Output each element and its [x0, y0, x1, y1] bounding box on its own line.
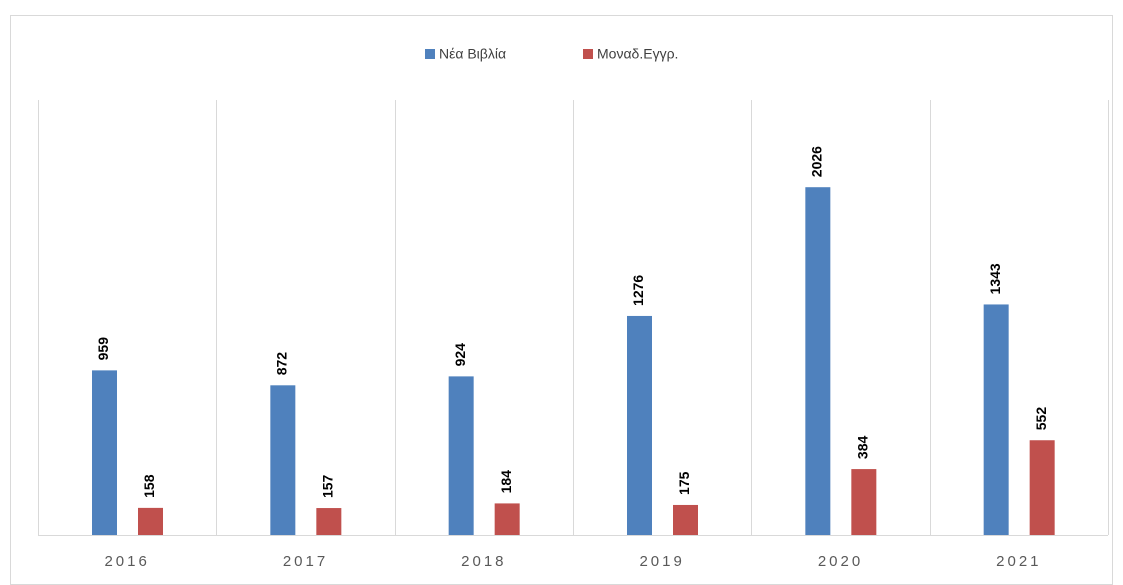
value-label: 184 — [498, 470, 514, 494]
legend-swatch — [425, 49, 435, 59]
bar — [138, 507, 163, 535]
bar — [316, 508, 342, 535]
x-tick-label: 2018 — [461, 553, 506, 570]
x-tick-label: 2021 — [996, 553, 1041, 570]
value-label: 924 — [452, 343, 468, 367]
value-label: 1343 — [987, 263, 1003, 294]
bar — [805, 187, 831, 535]
value-label: 872 — [274, 352, 290, 376]
bar — [92, 370, 117, 535]
value-label: 959 — [95, 337, 111, 361]
value-label: 157 — [320, 474, 336, 498]
x-tick-label: 2016 — [104, 553, 149, 570]
bar — [1029, 440, 1055, 535]
value-label: 158 — [141, 474, 157, 498]
bar — [494, 503, 520, 535]
bar — [851, 469, 877, 535]
x-tick-label: 2017 — [283, 553, 328, 570]
value-label: 384 — [855, 436, 871, 460]
chart-border — [10, 15, 1113, 585]
bar — [448, 376, 474, 535]
legend-swatch — [583, 49, 593, 59]
bar — [673, 504, 698, 535]
x-tick-label: 2019 — [639, 553, 684, 570]
bar — [627, 315, 652, 535]
value-label: 1276 — [630, 275, 646, 306]
bar — [983, 304, 1009, 535]
x-tick-label: 2020 — [818, 553, 863, 570]
value-label: 2026 — [809, 146, 825, 177]
legend-label: Νέα Βιβλία — [439, 46, 506, 62]
value-label: 552 — [1033, 407, 1049, 431]
value-label: 175 — [676, 471, 692, 495]
legend-label: Μοναδ.Εγγρ. — [597, 46, 678, 62]
bar — [270, 385, 296, 535]
